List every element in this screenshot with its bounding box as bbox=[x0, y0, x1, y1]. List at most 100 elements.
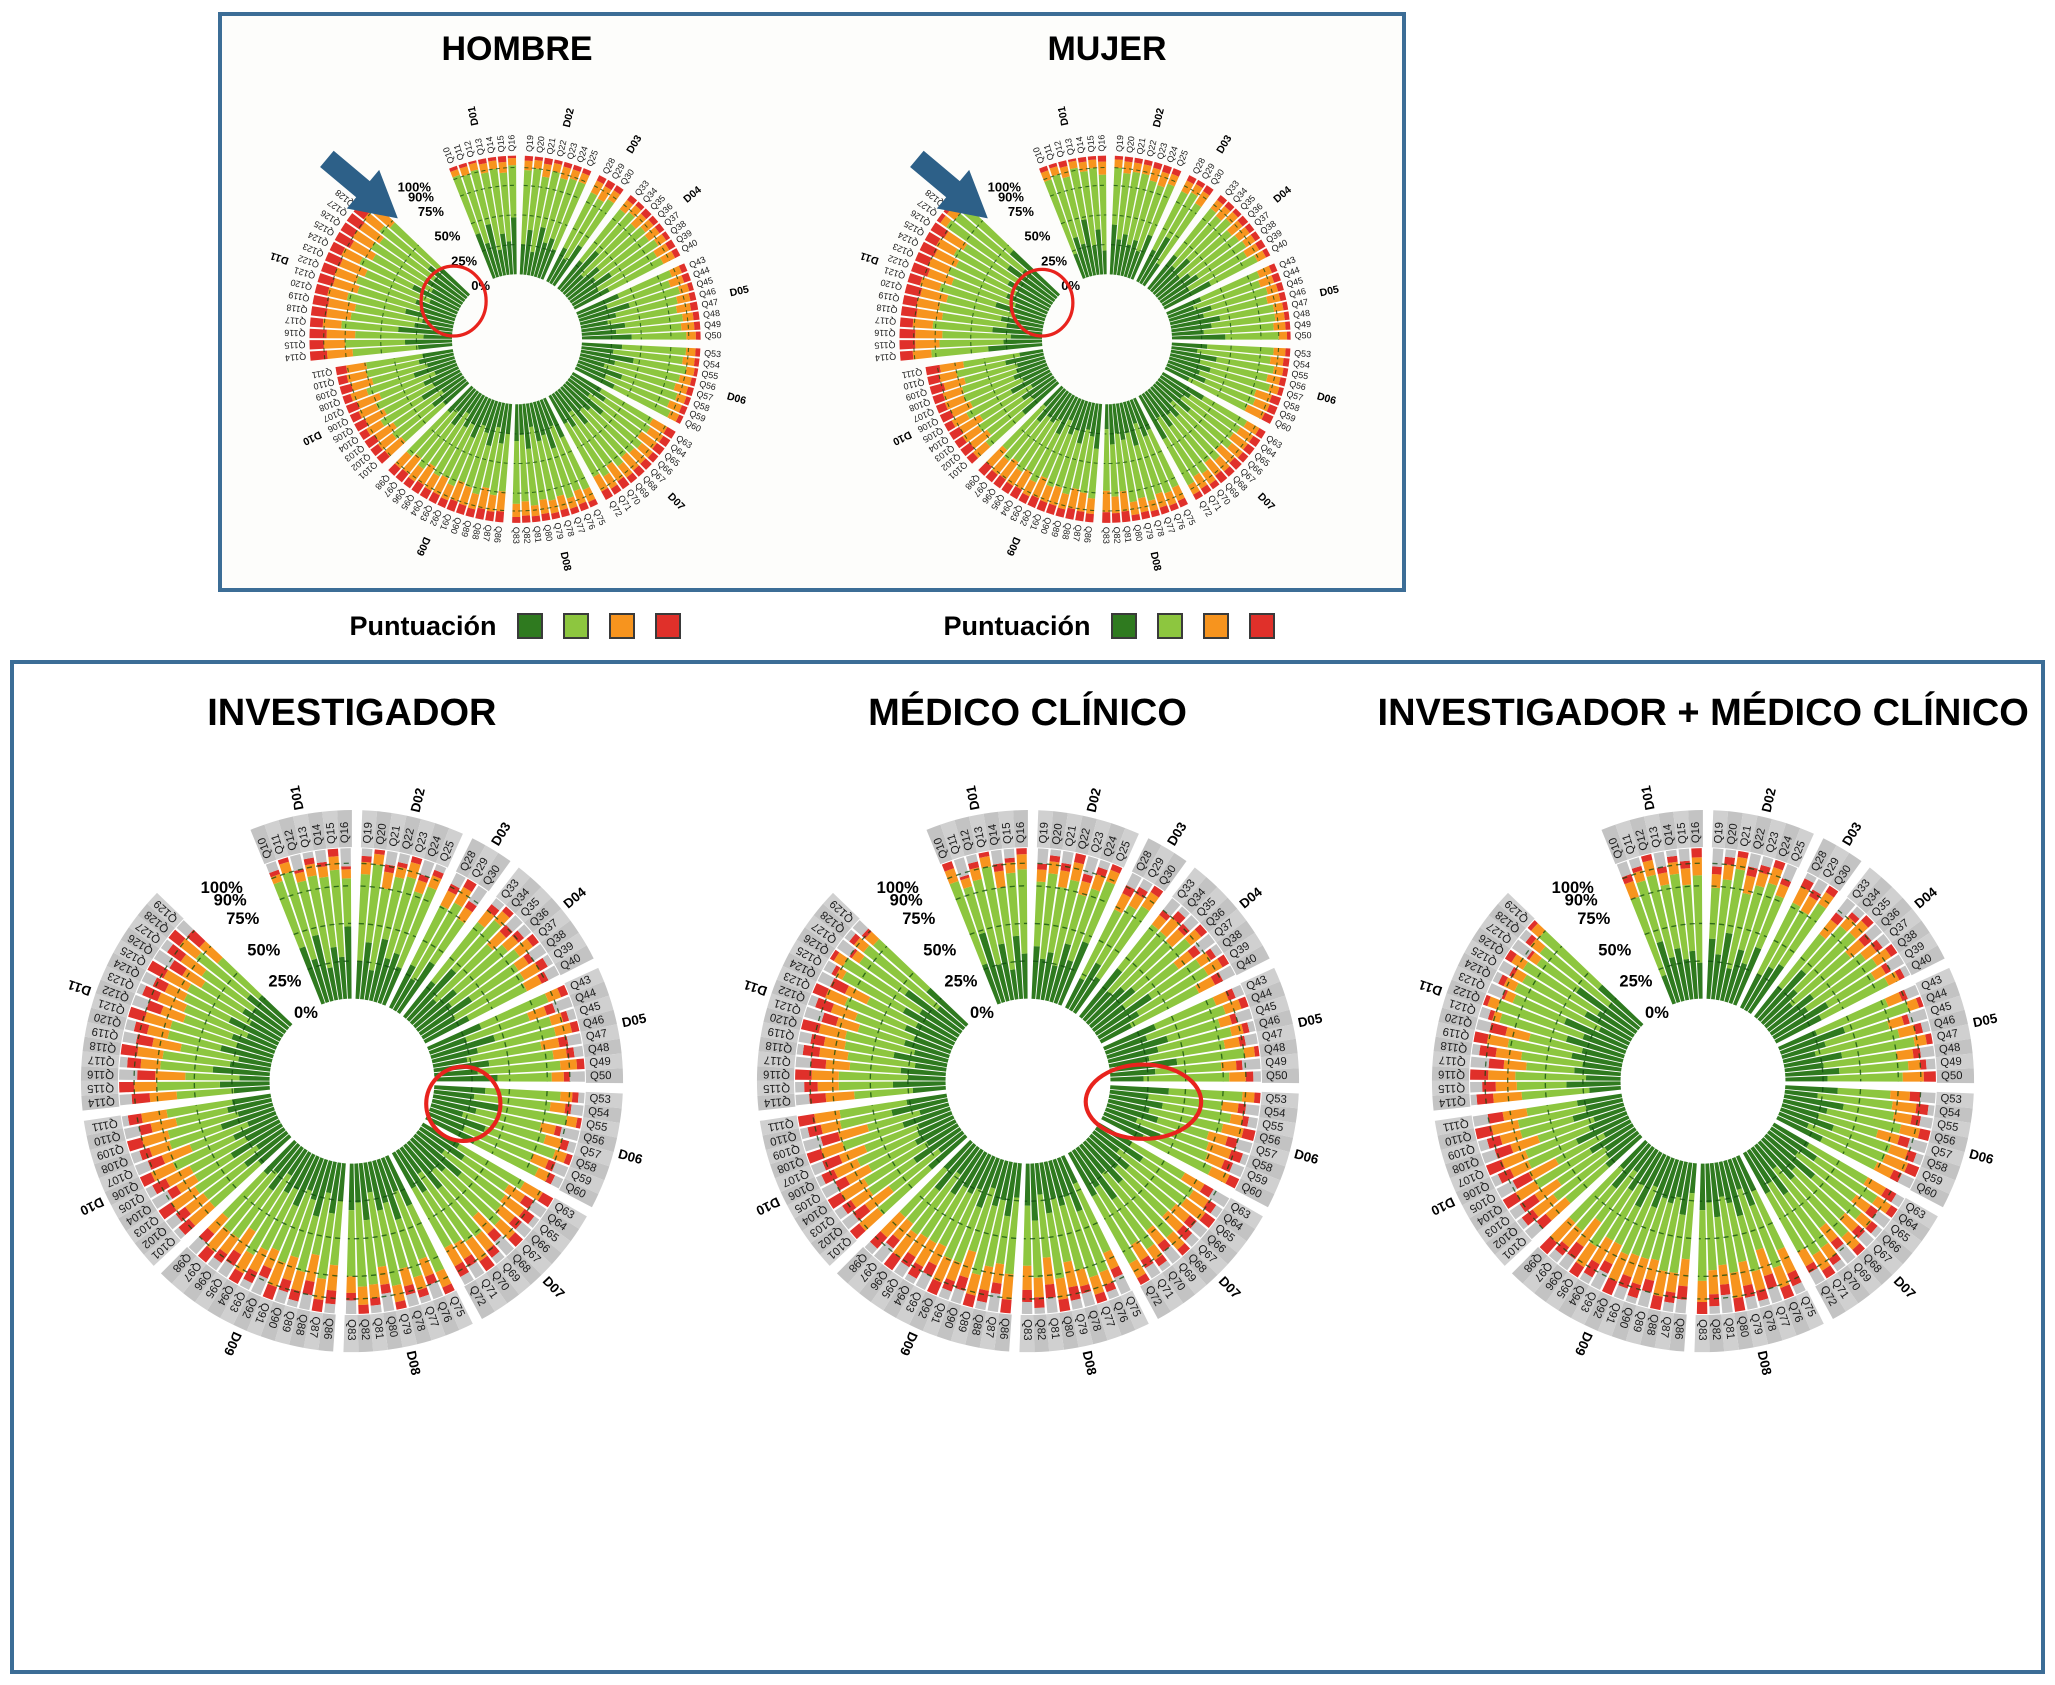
bar-segment bbox=[139, 1172, 155, 1187]
question-label: Q23 bbox=[1764, 830, 1782, 854]
bar-segment bbox=[1232, 208, 1242, 218]
bar-segment bbox=[1496, 1180, 1518, 1199]
bar-segment bbox=[1067, 1151, 1097, 1197]
legend-swatch-orange bbox=[608, 613, 635, 639]
label-band bbox=[1181, 1248, 1218, 1285]
bar-segment bbox=[391, 1151, 417, 1189]
bar-segment bbox=[596, 251, 658, 292]
label-band bbox=[118, 1199, 157, 1231]
label-band bbox=[1837, 1265, 1871, 1304]
domain-label: D09 bbox=[221, 1329, 245, 1358]
bar-segment bbox=[1666, 849, 1678, 858]
bar-segment bbox=[1839, 1061, 1909, 1075]
bar-segment bbox=[512, 440, 521, 504]
bar-segment bbox=[1621, 873, 1634, 885]
bar-segment bbox=[1088, 1274, 1104, 1295]
bar-segment bbox=[551, 1072, 564, 1082]
bar-segment bbox=[1005, 872, 1019, 937]
bar-segment bbox=[277, 857, 289, 865]
bar-segment bbox=[422, 349, 454, 359]
label-band bbox=[1762, 819, 1787, 859]
bar-segment bbox=[1194, 924, 1207, 938]
bar-segment bbox=[576, 1058, 585, 1070]
bar-segment bbox=[1149, 167, 1161, 183]
bar-segment bbox=[1266, 374, 1281, 385]
bar-segment bbox=[914, 1239, 937, 1268]
bar-segment bbox=[810, 1161, 826, 1176]
bar-segment bbox=[1170, 400, 1221, 450]
bar-segment bbox=[1010, 369, 1051, 394]
bar-segment bbox=[978, 396, 1025, 432]
bar-segment bbox=[1828, 1253, 1842, 1266]
bar-segment bbox=[1511, 954, 1529, 970]
bar-segment bbox=[491, 1251, 505, 1264]
grid-arc bbox=[198, 1235, 336, 1300]
bar-segment bbox=[1162, 1245, 1181, 1264]
bar-segment bbox=[1164, 366, 1190, 382]
bar-segment bbox=[203, 1162, 248, 1200]
bar-segment bbox=[419, 486, 432, 500]
bar-segment bbox=[1283, 311, 1290, 321]
bar-segment bbox=[168, 929, 186, 947]
label-band bbox=[104, 1176, 144, 1206]
label-band bbox=[343, 1314, 359, 1353]
bar-segment bbox=[1161, 287, 1190, 307]
grid-arc bbox=[1190, 344, 1203, 384]
bar-segment bbox=[648, 215, 659, 226]
bar-segment bbox=[550, 178, 577, 240]
bar-segment bbox=[340, 848, 351, 867]
grid-arc bbox=[1779, 1160, 1841, 1220]
bar-segment bbox=[653, 243, 670, 258]
bar-segment bbox=[964, 363, 1018, 384]
chart-title-investigador-medico: INVESTIGADOR + MÉDICO CLÍNICO bbox=[1377, 692, 2029, 734]
legend-swatch-red bbox=[654, 613, 681, 639]
question-label: Q49 bbox=[589, 1056, 611, 1070]
bar-segment bbox=[910, 1171, 961, 1235]
bar-segment bbox=[394, 451, 412, 469]
label-band bbox=[1150, 1272, 1183, 1312]
bar-segment bbox=[1026, 418, 1062, 473]
bar-segment bbox=[1112, 403, 1120, 434]
bar-segment bbox=[938, 302, 1002, 322]
bar-segment bbox=[1183, 1215, 1197, 1229]
bar-segment bbox=[465, 392, 483, 415]
bar-segment bbox=[1892, 1112, 1913, 1125]
bar-segment bbox=[1129, 501, 1140, 516]
bar-segment bbox=[248, 1246, 269, 1273]
question-label: Q11 bbox=[269, 832, 287, 855]
bar-segment bbox=[1505, 949, 1517, 963]
bar-segment bbox=[1819, 919, 1838, 940]
domain-label: D07 bbox=[665, 491, 687, 513]
bar-segment bbox=[827, 1192, 846, 1209]
domain-label: D05 bbox=[1319, 283, 1341, 299]
bar-segment bbox=[1595, 1169, 1638, 1223]
bar-segment bbox=[470, 169, 491, 226]
bar-segment bbox=[246, 1111, 277, 1127]
label-band bbox=[233, 1291, 262, 1331]
bar-segment bbox=[474, 1230, 494, 1251]
bar-segment bbox=[1187, 377, 1248, 411]
grid-layer bbox=[808, 862, 1247, 1300]
bar-segment bbox=[554, 390, 573, 413]
bar-segment bbox=[429, 918, 465, 965]
bar-segment bbox=[1188, 394, 1241, 434]
bar-segment bbox=[1180, 1172, 1205, 1192]
question-label: Q48 bbox=[1263, 1042, 1286, 1057]
bar-segment bbox=[1566, 1035, 1626, 1059]
bar-segment bbox=[1120, 439, 1137, 503]
bar-segment bbox=[513, 956, 529, 971]
bar-segment bbox=[352, 345, 419, 357]
bar-segment bbox=[452, 944, 508, 994]
label-band bbox=[1045, 1313, 1064, 1352]
bar-segment bbox=[1081, 219, 1097, 276]
label-band bbox=[1746, 1308, 1769, 1348]
bar-segment bbox=[830, 965, 840, 977]
bar-segment bbox=[1009, 485, 1023, 500]
question-label: Q20 bbox=[374, 823, 388, 846]
bar-segment bbox=[405, 1292, 420, 1307]
bar-segment bbox=[1841, 1231, 1860, 1250]
bar-segment bbox=[1910, 1114, 1922, 1127]
bar-segment bbox=[277, 1189, 312, 1264]
bar-segment bbox=[433, 1089, 475, 1100]
bar-segment bbox=[683, 396, 692, 406]
